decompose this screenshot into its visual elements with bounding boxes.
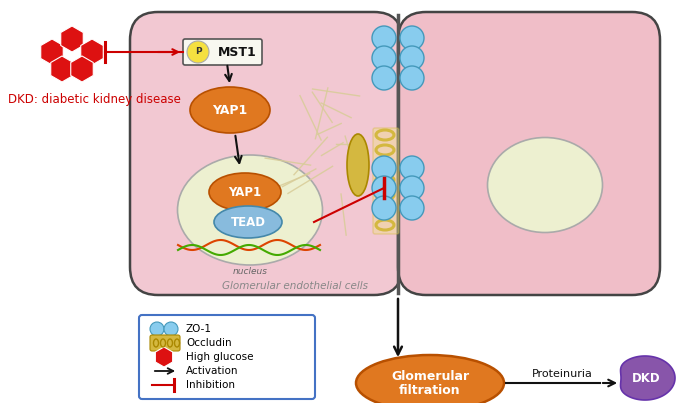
FancyBboxPatch shape (150, 335, 180, 351)
Circle shape (400, 26, 424, 50)
Circle shape (150, 322, 164, 336)
Text: MST1: MST1 (218, 46, 257, 58)
Polygon shape (71, 56, 93, 82)
FancyBboxPatch shape (130, 12, 402, 295)
Ellipse shape (177, 155, 323, 265)
Text: Inhibition: Inhibition (186, 380, 235, 390)
Text: Glomerular: Glomerular (391, 370, 469, 382)
Circle shape (400, 46, 424, 70)
Text: ZO-1: ZO-1 (186, 324, 212, 334)
Circle shape (372, 26, 396, 50)
Text: DKD: DKD (632, 372, 660, 384)
FancyBboxPatch shape (183, 39, 262, 65)
Circle shape (400, 156, 424, 180)
Text: nucleus: nucleus (232, 268, 268, 276)
Ellipse shape (209, 173, 281, 211)
Circle shape (187, 41, 209, 63)
Ellipse shape (356, 355, 504, 403)
Polygon shape (61, 26, 84, 52)
Circle shape (400, 176, 424, 200)
Text: High glucose: High glucose (186, 352, 253, 362)
Text: Proteinuria: Proteinuria (532, 369, 593, 379)
Ellipse shape (488, 137, 603, 233)
Text: YAP1: YAP1 (212, 104, 247, 116)
Polygon shape (621, 356, 675, 400)
Text: YAP1: YAP1 (228, 185, 262, 199)
Circle shape (164, 322, 178, 336)
Ellipse shape (190, 87, 270, 133)
Circle shape (372, 46, 396, 70)
Text: Occludin: Occludin (186, 338, 232, 348)
Circle shape (400, 196, 424, 220)
FancyBboxPatch shape (139, 315, 315, 399)
FancyBboxPatch shape (373, 128, 399, 234)
Ellipse shape (347, 134, 369, 196)
Text: Glomerular endothelial cells: Glomerular endothelial cells (222, 281, 368, 291)
Ellipse shape (214, 206, 282, 238)
Text: TEAD: TEAD (230, 216, 266, 229)
Circle shape (372, 176, 396, 200)
Circle shape (372, 66, 396, 90)
Text: Activation: Activation (186, 366, 238, 376)
Polygon shape (81, 39, 103, 65)
Text: DKD: diabetic kidney disease: DKD: diabetic kidney disease (8, 93, 181, 106)
Circle shape (372, 196, 396, 220)
Text: filtration: filtration (399, 384, 461, 397)
Text: P: P (195, 48, 201, 56)
Polygon shape (51, 56, 73, 82)
Circle shape (400, 66, 424, 90)
Circle shape (372, 156, 396, 180)
FancyBboxPatch shape (398, 12, 660, 295)
Polygon shape (40, 39, 63, 65)
Polygon shape (155, 347, 173, 367)
